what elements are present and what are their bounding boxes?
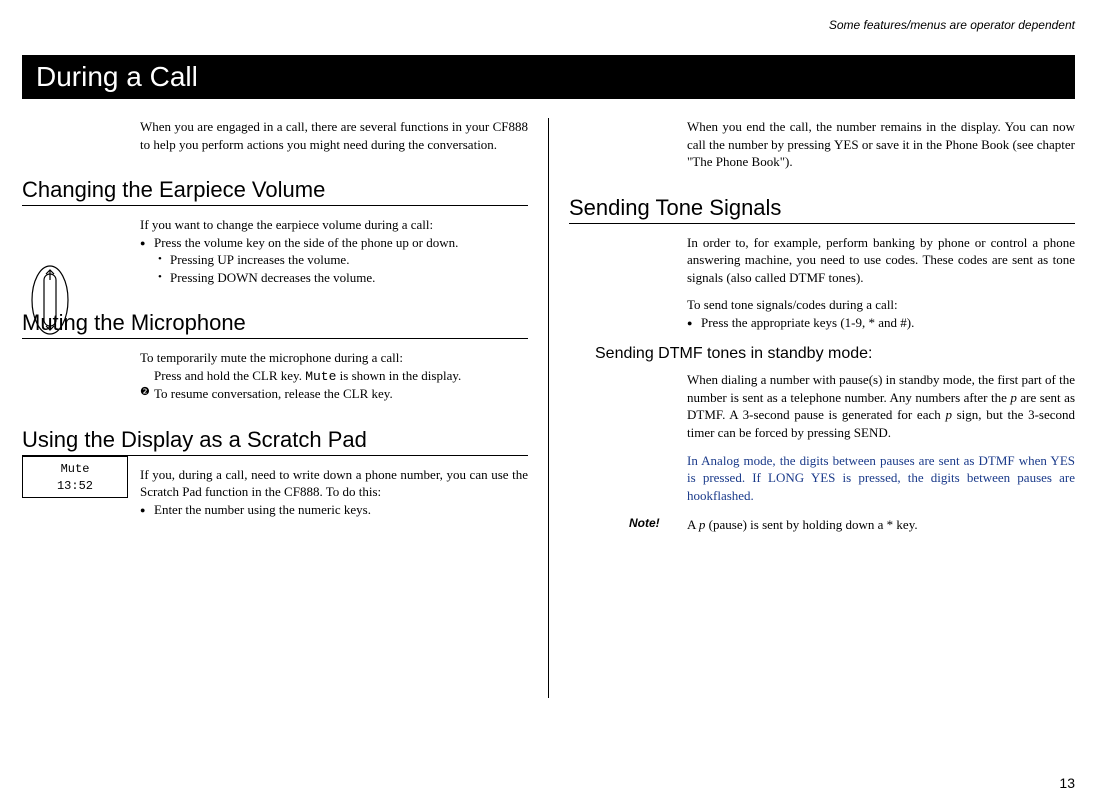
- text: Press the appropriate keys (1-9,: [701, 315, 869, 330]
- sec4-p2: To send tone signals/codes during a call…: [687, 296, 1075, 314]
- note-text: A p (pause) is sent by holding down a * …: [687, 516, 1075, 534]
- text: is shown in the dis­play.: [336, 368, 461, 383]
- mute-word: Mute: [305, 369, 336, 384]
- heading-scratch-pad: Using the Display as a Scratch Pad: [22, 427, 528, 456]
- sec3-lead: If you, during a call, need to write dow…: [140, 466, 528, 501]
- text: ).: [907, 315, 915, 330]
- subheading-dtmf-standby: Sending DTMF tones in standby mode:: [595, 345, 1075, 363]
- text: Press and hold the: [154, 368, 252, 383]
- header-note: Some features/menus are operator depende…: [829, 18, 1075, 32]
- text: To resume conversation, release the: [154, 386, 343, 401]
- sec3-bullet1: Enter the number using the numeric keys.: [140, 501, 528, 519]
- mute-line2: 13:52: [23, 478, 127, 495]
- sec4-bullet1: Press the appropriate keys (1-9, * and #…: [687, 314, 1075, 332]
- text: Pressing: [170, 270, 217, 285]
- section-title: During a Call: [22, 55, 1075, 99]
- mute-display-illustration: Mute 13:52: [22, 456, 128, 498]
- left-column: When you are engaged in a call, there ar…: [22, 118, 548, 755]
- text: decreases the volume.: [258, 270, 376, 285]
- sec1-lead: If you want to change the earpiece volum…: [140, 216, 528, 234]
- text: (pause) is sent by holding down a * key.: [705, 517, 917, 532]
- sec1-bullet1: Press the volume key on the side of the …: [140, 234, 528, 252]
- note-label: Note!: [629, 516, 660, 530]
- sec1-sub2: Pressing DOWN decreases the volume.: [158, 269, 528, 287]
- volume-key-illustration: [22, 260, 82, 340]
- text: A: [687, 517, 699, 532]
- sec4-analog-note: In Analog mode, the digits between pause…: [687, 452, 1075, 505]
- text: increases the volume.: [234, 252, 350, 267]
- key-clr: CLR: [252, 368, 277, 383]
- right-column: When you end the call, the number remain…: [549, 118, 1075, 755]
- heading-tone-signals: Sending Tone Signals: [569, 195, 1075, 224]
- key-up: UP: [217, 252, 234, 267]
- sec4-p3: When dialing a number with pause(s) in s…: [687, 371, 1075, 441]
- text: key.: [368, 386, 392, 401]
- sec2-step2: To resume conversation, release the CLR …: [140, 385, 528, 403]
- text: and: [875, 315, 900, 330]
- sec1-sub1: Pressing UP increases the volume.: [158, 251, 528, 269]
- intro-text: When you are engaged in a call, there ar…: [140, 118, 528, 153]
- mute-line1: Mute: [23, 461, 127, 478]
- sec2-step1: Press and hold the CLR key. Mute is show…: [140, 367, 528, 386]
- key-down: DOWN: [217, 270, 257, 285]
- key-clr: CLR: [343, 386, 368, 401]
- heading-earpiece-volume: Changing the Earpiece Volume: [22, 177, 528, 206]
- text: Pressing: [170, 252, 217, 267]
- sec2-lead: To temporarily mute the microphone durin…: [140, 349, 528, 367]
- heading-muting: Muting the Microphone: [22, 310, 528, 339]
- text: key.: [278, 368, 306, 383]
- page-number: 13: [1059, 775, 1075, 791]
- scratch-pad-continued: When you end the call, the number remain…: [687, 118, 1075, 171]
- sec4-p1: In order to, for example, perform bankin…: [687, 234, 1075, 287]
- key-yes: YES: [834, 137, 859, 152]
- content-area: When you are engaged in a call, there ar…: [22, 118, 1075, 755]
